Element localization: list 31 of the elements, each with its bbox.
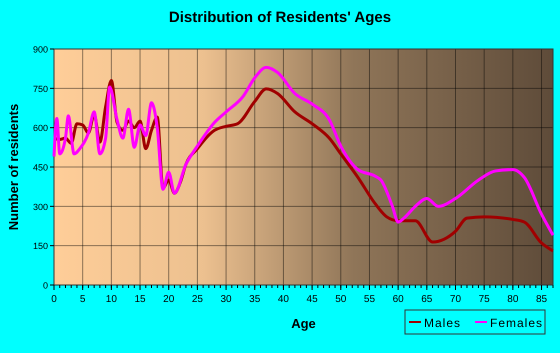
x-tick-label: 30: [220, 294, 232, 305]
x-tick-label: 80: [507, 294, 519, 305]
x-tick-label: 40: [278, 294, 290, 305]
x-tick-label: 50: [335, 294, 347, 305]
y-tick-label: 750: [32, 84, 48, 94]
y-tick-label: 450: [32, 162, 48, 172]
line-series: [52, 66, 554, 237]
x-tick-label: 60: [392, 294, 404, 305]
x-tick-label: 35: [249, 294, 261, 305]
y-tick-label: 150: [32, 241, 48, 252]
x-tick-label: 45: [306, 294, 318, 305]
x-tick-label: 65: [421, 294, 433, 305]
y-tick-label: 900: [32, 44, 48, 54]
y-tick-label: 600: [32, 123, 48, 134]
x-tick-label: 10: [106, 294, 118, 305]
x-tick-label: 15: [134, 294, 146, 305]
x-tick-label: 70: [450, 294, 462, 305]
x-tick-label: 25: [192, 294, 204, 305]
x-axis-title: Age: [291, 316, 316, 331]
x-tick-label: 5: [80, 294, 86, 305]
x-tick-label: 55: [364, 294, 376, 305]
legend-label: Females: [490, 316, 544, 330]
chart-title: Distribution of Residents' Ages: [168, 9, 392, 26]
y-tick-label: 0: [42, 280, 48, 290]
x-tick-label: 0: [51, 294, 58, 305]
x-tick-label: 20: [163, 294, 175, 305]
x-tick-label: 75: [478, 294, 490, 305]
y-axis-title: Number of residents: [6, 104, 21, 230]
x-tick-label: 85: [536, 294, 548, 305]
y-tick-label: 300: [32, 202, 48, 212]
legend-label: Males: [424, 316, 462, 330]
